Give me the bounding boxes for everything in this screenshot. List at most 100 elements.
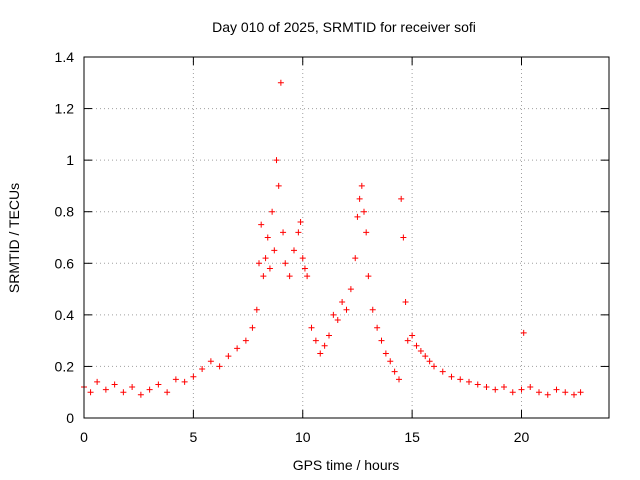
data-point [137,391,144,398]
y-tick-label: 0 [66,410,74,426]
data-point [431,363,437,370]
data-point [347,286,354,293]
data-point [286,273,293,280]
x-tick-label: 10 [295,429,311,445]
data-point [164,389,171,396]
data-point [553,386,560,393]
y-tick-label: 0.2 [55,358,75,374]
data-point [356,195,363,202]
data-point [155,381,162,388]
data-point [299,255,306,262]
data-points [81,79,584,398]
x-axis-label: GPS time / hours [293,457,400,473]
data-point [291,247,297,254]
data-point [439,368,446,375]
data-point [404,337,411,344]
data-point [172,376,179,383]
data-point [448,373,455,380]
data-point [474,381,481,388]
data-point [571,391,577,398]
data-point [207,358,214,365]
data-point [264,234,271,241]
data-point [509,389,516,396]
data-point [483,384,490,391]
axis-ticks: 0 0.2 0.4 0.6 0.8 1 1.2 1.4 0 5 10 15 20 [55,49,609,445]
y-tick-label: 0.6 [55,255,75,271]
data-point [352,255,359,262]
data-point [409,332,416,339]
data-point [426,358,433,365]
data-point [520,329,527,336]
data-point [275,182,282,189]
data-point [129,384,136,391]
data-point [536,389,542,396]
data-point [317,350,324,357]
data-point [256,260,262,267]
data-point [334,317,341,324]
data-point [253,306,260,313]
data-point [363,229,370,236]
data-point [273,157,280,164]
plot-frame [83,56,610,419]
data-point [269,208,276,215]
chart-title: Day 010 of 2025, SRMTID for receiver sof… [212,19,476,35]
data-point [378,337,385,344]
data-point [358,182,365,189]
y-tick-label: 0.4 [55,307,75,323]
data-point [501,384,507,391]
data-point [354,213,361,220]
data-point [282,260,289,267]
x-tick-label: 20 [514,429,530,445]
data-point [301,265,308,272]
data-point [330,311,337,318]
data-point [413,342,420,349]
data-point [120,389,127,396]
data-point [190,373,197,380]
data-point [339,298,346,305]
y-tick-label: 1 [66,152,74,168]
data-point [343,306,350,313]
data-point [398,195,405,202]
data-point [94,378,101,385]
data-point [382,350,389,357]
data-point [297,219,304,226]
data-point [234,345,241,352]
data-point [102,386,109,393]
x-tick-label: 5 [189,429,197,445]
data-point [295,229,302,236]
data-point [225,353,232,360]
data-point [242,337,249,344]
data-point [457,376,464,383]
data-point [544,391,551,398]
data-point [321,342,328,349]
data-point [146,386,153,393]
grid-lines [84,57,609,418]
data-point [262,255,269,262]
data-point [216,363,223,370]
data-point [308,324,315,331]
data-point [365,273,372,280]
y-tick-label: 1.2 [55,101,75,117]
data-point [266,265,273,272]
data-point [111,381,118,388]
data-point [258,221,265,228]
data-point [402,298,409,305]
data-point [562,389,569,396]
data-point [181,378,188,385]
data-point [361,208,367,215]
data-point [417,347,424,354]
data-point [422,353,429,360]
data-point [396,376,402,383]
data-point [280,229,287,236]
data-point [400,234,407,241]
data-point [492,386,499,393]
data-point [304,273,311,280]
data-point [518,386,525,393]
data-point [391,368,398,375]
data-point [326,332,332,339]
x-tick-label: 15 [404,429,420,445]
x-tick-label: 0 [80,429,88,445]
y-tick-label: 1.4 [55,49,75,65]
data-point [369,306,376,313]
